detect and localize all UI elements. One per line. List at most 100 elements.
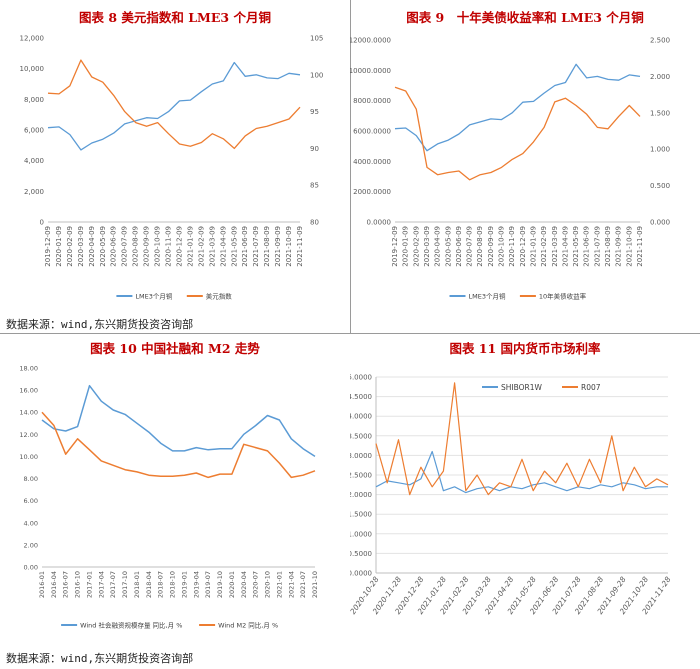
y-tick-label: 2000.0000 [353, 188, 391, 196]
x-tick-label: 2016-01 [38, 571, 46, 598]
x-tick-label: 2021-05-09 [230, 226, 238, 267]
series-line-orange [47, 59, 301, 150]
x-tick-label: 2021-03-09 [208, 226, 216, 267]
x-tick-label: 2021-02-09 [540, 226, 548, 267]
y-tick-label: 14.00 [19, 409, 38, 417]
y-tick-label: 3.0000 [350, 452, 372, 460]
x-tick-label: 2018-04 [145, 571, 153, 598]
y-tick-label: 0 [40, 219, 44, 227]
x-tick-label: 2020-12-09 [519, 226, 527, 267]
x-tick-label: 2016-04 [50, 571, 58, 598]
x-tick-label: 2020-11-09 [165, 226, 173, 267]
y-tick-label: 4.0000 [350, 413, 372, 421]
y-tick-label: 10,000 [20, 65, 45, 73]
x-tick-label: 2021-08-09 [604, 226, 612, 267]
y-right-tick-label: 1.500 [650, 109, 670, 117]
y-tick-label: 2.0000 [350, 491, 372, 499]
x-tick-label: 2016-07 [62, 571, 70, 598]
legend-label: LME3个月铜 [135, 292, 172, 301]
y-tick-label: 3.5000 [350, 432, 372, 440]
x-tick-label: 2020-11-09 [508, 226, 516, 267]
x-tick-label: 2020-01 [228, 571, 236, 598]
x-tick-label: 2021-01 [275, 571, 283, 598]
x-tick-label: 2021-04-09 [219, 226, 227, 267]
vertical-divider [350, 0, 351, 333]
x-tick-label: 2020-09-09 [487, 226, 495, 267]
y-tick-label: 8,000 [24, 96, 44, 104]
x-tick-label: 2021-02-09 [197, 226, 205, 267]
x-tick-label: 2020-08-09 [132, 226, 140, 267]
x-tick-label: 2020-06-09 [110, 226, 118, 267]
chart-title: 图表 11 国内货币市场利率 [449, 341, 601, 356]
x-tick-label: 2021-08-09 [263, 226, 271, 267]
y-tick-label: 0.0000 [367, 219, 392, 227]
source-note: 数据来源：wind,东兴期货投资咨询部 [6, 652, 194, 665]
y-tick-label: 4.5000 [350, 393, 372, 401]
x-tick-label: 2020-03-09 [77, 226, 85, 267]
legend-label: LME3个月铜 [469, 292, 506, 301]
x-tick-label: 2021-03-09 [551, 226, 559, 267]
y-tick-label: 4,000 [24, 157, 44, 165]
y-tick-label: 8000.0000 [353, 97, 391, 105]
y-tick-label: 12.00 [19, 431, 38, 439]
y-tick-label: 2.00 [24, 541, 38, 549]
source-note: 数据来源：wind,东兴期货投资咨询部 [6, 318, 194, 331]
x-tick-label: 2021-05-09 [572, 226, 580, 267]
x-tick-label: 2019-10 [216, 571, 224, 598]
chart-panel-money-market-rates: 图表 11 国内货币市场利率 0.0000 0.5000 1.0000 1.5000 2… [350, 334, 700, 669]
y-right-tick-label: 2.000 [650, 73, 670, 81]
x-tick-label: 2020-07-09 [466, 226, 474, 267]
x-tick-label: 2020-05-09 [99, 226, 107, 267]
x-tick-label: 2020-02-09 [66, 226, 74, 267]
series-line-blue [375, 450, 668, 494]
x-tick-label: 2020-04-09 [434, 226, 442, 267]
x-tick-label: 2020-01-09 [55, 226, 63, 267]
y-tick-label: 12000.0000 [350, 37, 391, 45]
y-tick-label: 4000.0000 [353, 158, 391, 166]
y-tick-label: 6,000 [24, 127, 44, 135]
series-line-blue [41, 384, 316, 458]
y-tick-label: 18.00 [19, 365, 38, 373]
legend-label: 10年美债收益率 [539, 292, 587, 301]
x-tick-label: 2020-04-09 [88, 226, 96, 267]
x-tick-label: 2020-10-09 [154, 226, 162, 267]
y-right-tick-label: 1.000 [650, 146, 670, 154]
chart-svg: 0.0000 0.5000 1.0000 1.5000 2.0000 2.5000 3.00… [350, 374, 673, 616]
chart-panel-treasury-lme: 图表 9 十年美债收益率和 LME3 个月铜 0.0000 2000.0000 40… [350, 0, 700, 333]
x-tick-label: 2017-04 [97, 571, 105, 598]
x-tick-label: 2021-04-09 [561, 226, 569, 267]
x-tick-label: 2020-01-09 [402, 226, 410, 267]
series-line-orange [375, 382, 669, 496]
y-tick-label: 10.00 [19, 453, 38, 461]
legend-label: 美元指数 [206, 292, 233, 301]
chart-svg: 0.00 2.00 4.00 6.00 8.00 10.00 12.00 14.00 16.00… [19, 365, 319, 630]
x-tick-label: 2021-09-09 [615, 226, 623, 267]
x-tick-label: 2020-12-09 [175, 226, 183, 267]
chart-svg: 0.0000 2000.0000 4000.0000 6000.0000 8000.00… [350, 37, 670, 301]
y-tick-label: 0.5000 [350, 550, 372, 558]
x-tick-label: 2021-10-09 [285, 226, 293, 267]
x-tick-label: 2021-06-09 [583, 226, 591, 267]
chart-title: 图表 8 美元指数和 LME3 个月铜 [79, 10, 271, 25]
y-tick-label: 6000.0000 [353, 128, 391, 136]
x-tick-label: 2020-04 [240, 571, 248, 598]
x-tick-label: 2021-09-09 [274, 226, 282, 267]
x-tick-label: 2021-06-09 [241, 226, 249, 267]
x-tick-label: 2021-11-09 [636, 226, 644, 267]
y-tick-label: 10000.0000 [350, 67, 391, 75]
x-tick-label: 2020-09-09 [143, 226, 151, 267]
x-tick-label: 2021-07-09 [252, 226, 260, 267]
x-tick-label: 2021-07 [299, 571, 307, 598]
y-tick-label: 0.00 [24, 564, 38, 572]
chart-panel-dollar-lme: 图表 8 美元指数和 LME3 个月铜 0 2,000 4,000 6,000 8,00… [0, 0, 350, 333]
series-line-orange [41, 411, 316, 479]
horizontal-divider [0, 333, 700, 334]
x-tick-label: 2020-10-09 [498, 226, 506, 267]
series-line-blue [47, 61, 301, 151]
x-tick-label: 2020-03-09 [423, 226, 431, 267]
x-tick-label: 2018-10 [169, 571, 177, 598]
y-tick-label: 6.00 [24, 497, 38, 505]
y-tick-label: 1.0000 [350, 530, 372, 538]
series-line-blue [394, 63, 641, 152]
x-tick-label: 2017-01 [85, 571, 93, 598]
